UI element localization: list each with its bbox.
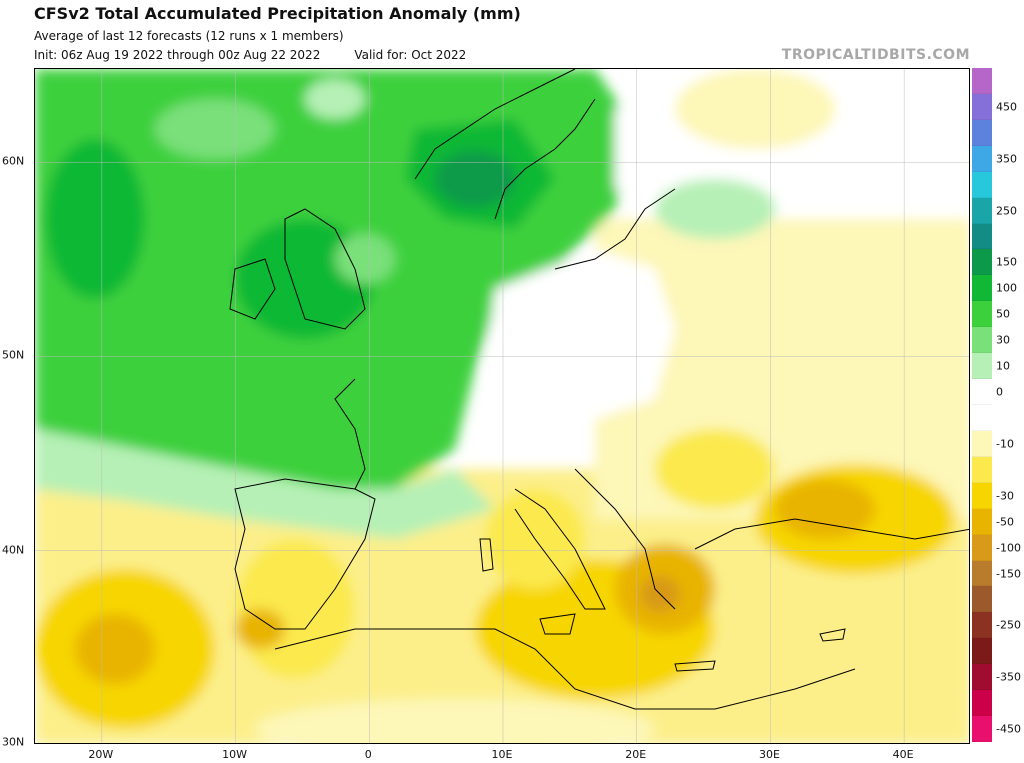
colorbar-swatch [972, 534, 992, 561]
colorbar-swatch [972, 171, 992, 198]
longitude-tick-label: 10E [491, 748, 513, 761]
coast-sardinia [479, 538, 494, 572]
colorbar-tick-label: 350 [996, 152, 1017, 166]
colorbar-swatch [972, 223, 992, 250]
coast-italy [514, 488, 606, 610]
colorbar-tick-label: -150 [996, 567, 1021, 580]
dry-anomaly-gibraltar [235, 609, 285, 649]
latitude-tick-label: 50N [2, 348, 25, 362]
longitude-tick-label: 20E [625, 748, 647, 761]
wet-anomaly-light-2 [155, 99, 275, 159]
colorbar-swatch [972, 68, 992, 94]
coast-baltic [554, 188, 676, 270]
colorbar-swatch [972, 560, 992, 587]
coast-balkans [574, 468, 676, 610]
colorbar [972, 68, 992, 742]
colorbar-tick-label: 10 [996, 359, 1010, 373]
colorbar-swatch [972, 716, 992, 742]
coast-great-britain [284, 208, 366, 330]
wet-anomaly-light-3 [305, 79, 365, 119]
colorbar-swatch [972, 327, 992, 354]
init-line: Init: 06z Aug 19 2022 through 00z Aug 22… [34, 48, 466, 62]
colorbar-swatch [972, 430, 992, 457]
wet-anomaly-light-1 [335, 234, 395, 284]
colorbar-swatch [972, 249, 992, 276]
coast-north-africa [274, 628, 856, 710]
dry-anomaly-balkans [655, 429, 775, 509]
colorbar-tick-label: 150 [996, 255, 1017, 269]
colorbar-swatch [972, 275, 992, 302]
colorbar-tick-label: 30 [996, 333, 1010, 347]
colorbar-tick-label: -10 [996, 437, 1014, 451]
colorbar-tick-label: 250 [996, 204, 1017, 218]
longitude-tick-label: 10W [222, 748, 247, 761]
colorbar-tick-label: 450 [996, 100, 1017, 114]
dry-anomaly-atlantic-core [75, 614, 155, 684]
colorbar-tick-label: 100 [996, 281, 1017, 295]
map-canvas [35, 69, 969, 743]
coast-sicily [539, 613, 576, 635]
dry-anomaly-turkey-core [775, 479, 875, 539]
colorbar-swatch [972, 482, 992, 509]
brand-watermark: TROPICALTIDBITS.COM [781, 47, 970, 63]
colorbar-swatch [972, 353, 992, 380]
dry-anomaly-finland [675, 69, 835, 149]
init-text: Init: 06z Aug 19 2022 through 00z Aug 22… [34, 48, 321, 62]
neutral-north-africa [255, 699, 655, 743]
colorbar-swatch [972, 586, 992, 613]
coast-turkey [694, 518, 969, 550]
colorbar-swatch [972, 145, 992, 172]
latitude-tick-label: 30N [2, 735, 25, 749]
wet-anomaly-baltic [655, 179, 775, 239]
colorbar-tick-label: -50 [996, 515, 1014, 529]
colorbar-swatch [972, 93, 992, 120]
dry-anomaly-iberia [235, 539, 355, 679]
latitude-tick-label: 40N [2, 543, 25, 557]
coast-norway [414, 69, 576, 180]
colorbar-swatch [972, 379, 992, 405]
coast-iberia [234, 478, 376, 630]
valid-text: Valid for: Oct 2022 [354, 48, 467, 62]
colorbar-swatch [972, 664, 992, 691]
colorbar-swatch [972, 690, 992, 717]
colorbar-tick-label: 50 [996, 307, 1010, 321]
colorbar-tick-label: -450 [996, 722, 1021, 736]
neutral-central-europe [485, 249, 675, 419]
coast-cyprus [819, 628, 846, 642]
colorbar-tick-label: -250 [996, 618, 1021, 632]
wet-anomaly-west [45, 139, 145, 299]
colorbar-tick-label: 0 [996, 385, 1003, 399]
colorbar-swatch [972, 638, 992, 665]
longitude-tick-label: 40E [892, 748, 914, 761]
graticule [35, 69, 969, 743]
anomaly-field [35, 69, 969, 743]
colorbar-tick-label: -30 [996, 489, 1014, 503]
colorbar-swatch [972, 612, 992, 639]
colorbar-swatch [972, 119, 992, 146]
latitude-tick-label: 60N [2, 154, 25, 168]
wet-anomaly-outer [35, 429, 495, 539]
colorbar-swatch [972, 405, 992, 431]
colorbar-swatch [972, 456, 992, 483]
map-title: CFSv2 Total Accumulated Precipitation An… [34, 4, 521, 23]
longitude-tick-label: 30E [758, 748, 780, 761]
coastlines [229, 69, 969, 710]
colorbar-swatch [972, 301, 992, 328]
colorbar-tick-label: -100 [996, 541, 1021, 555]
coast-france-atlantic [334, 378, 366, 490]
precip-anomaly-map [34, 68, 970, 744]
longitude-tick-label: 0 [364, 748, 372, 761]
longitude-tick-label: 20W [88, 748, 114, 761]
colorbar-swatch [972, 197, 992, 224]
coast-ireland [229, 258, 276, 320]
coast-sweden [494, 98, 596, 220]
map-subtitle: Average of last 12 forecasts (12 runs x … [34, 29, 344, 43]
wet-anomaly-core-dark [435, 151, 515, 207]
colorbar-swatch [972, 508, 992, 535]
colorbar-tick-label: -350 [996, 670, 1021, 684]
coast-crete [674, 660, 716, 672]
